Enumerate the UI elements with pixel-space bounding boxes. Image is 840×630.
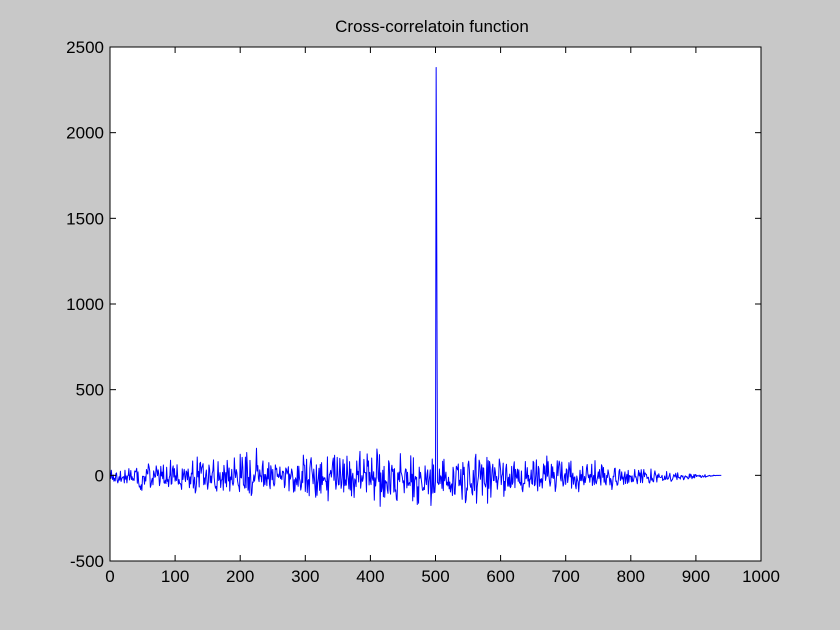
series-layer <box>109 67 722 507</box>
x-tick-label: 900 <box>682 567 710 586</box>
plot-frame <box>109 46 762 562</box>
y-tick-label: 0 <box>95 466 104 485</box>
chart-title: Cross-correlatoin function <box>335 17 529 36</box>
y-tick-label: -500 <box>70 552 104 571</box>
y-tick-label: 2000 <box>66 124 104 143</box>
x-tick-label: 600 <box>486 567 514 586</box>
x-tick-label: 500 <box>421 567 449 586</box>
x-tick-label: 200 <box>226 567 254 586</box>
axes-layer: 0 100 200 300 400 500 600 700 800 900 1000-5000500… <box>66 38 780 586</box>
series-line-0 <box>109 67 722 507</box>
x-tick-label: 400 <box>356 567 384 586</box>
y-tick-label: 1000 <box>66 295 104 314</box>
x-tick-label: 100 <box>161 567 189 586</box>
x-tick-label: 300 <box>291 567 319 586</box>
y-tick-label: 2500 <box>66 38 104 57</box>
x-tick-label: 1000 <box>742 567 780 586</box>
x-tick-label: 800 <box>617 567 645 586</box>
y-tick-label: 500 <box>76 381 104 400</box>
y-tick-label: 1500 <box>66 209 104 228</box>
x-tick-label: 0 <box>105 567 114 586</box>
x-tick-label: 700 <box>552 567 580 586</box>
